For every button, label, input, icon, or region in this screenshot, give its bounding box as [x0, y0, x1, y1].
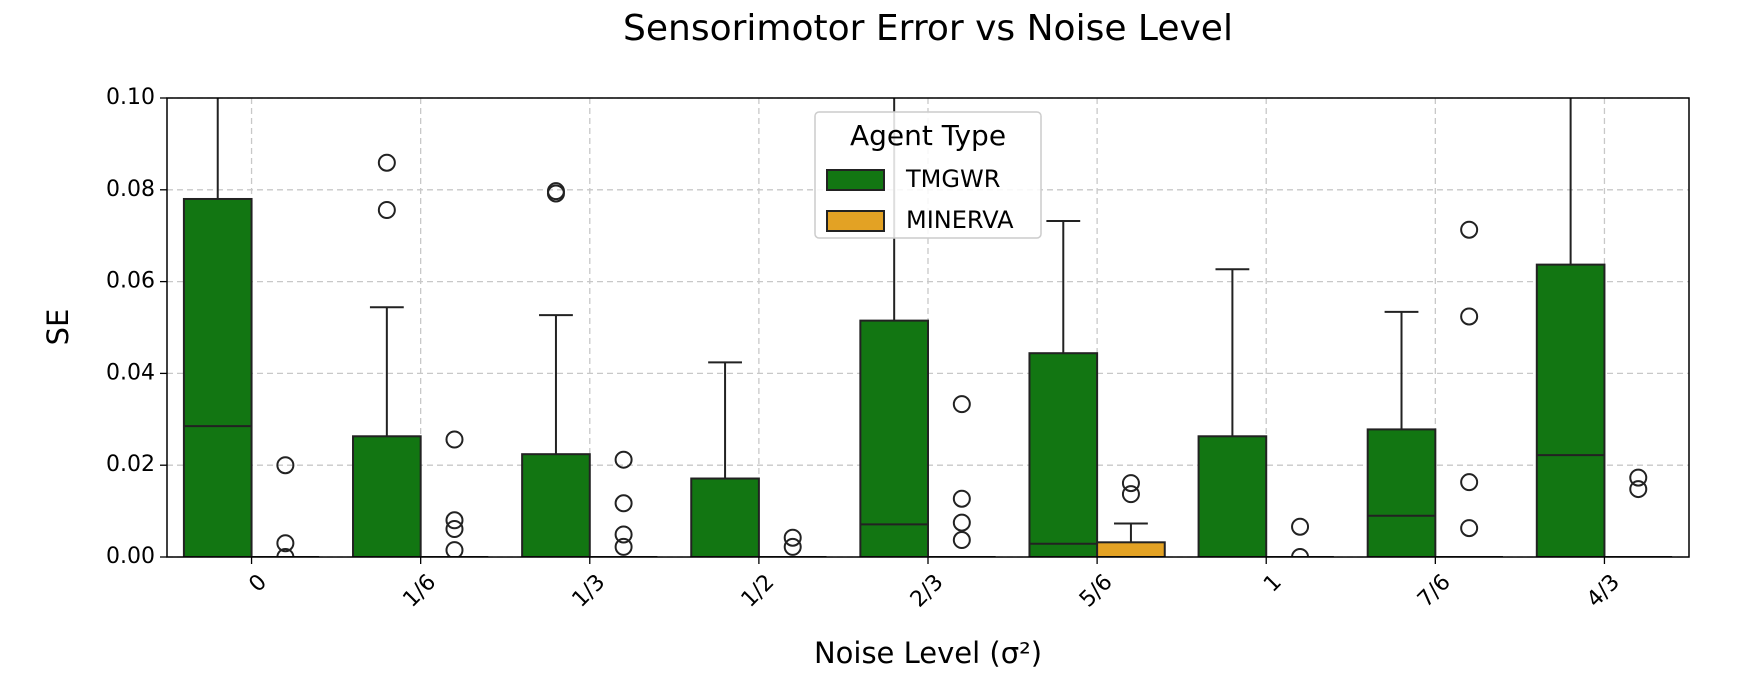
outlier	[614, 450, 633, 469]
x-axis-label: Noise Level (σ²)	[814, 636, 1042, 670]
outlier	[1291, 548, 1310, 557]
plot-area	[182, 98, 1673, 557]
outlier	[783, 537, 802, 556]
box	[1366, 428, 1437, 557]
x-tick-label: 1/3	[568, 570, 611, 613]
outlier	[1460, 307, 1479, 326]
x-tick-label: 7/6	[1413, 570, 1456, 613]
y-tick-label: 0.02	[106, 452, 155, 477]
outlier	[614, 537, 633, 556]
legend-label: TMGWR	[905, 165, 1000, 193]
y-axis-label: SE	[41, 309, 75, 346]
y-tick-label: 0.04	[106, 360, 155, 385]
chart-title: Sensorimotor Error vs Noise Level	[623, 8, 1233, 49]
legend-label: MINERVA	[906, 206, 1014, 234]
x-tick-label: 0	[244, 570, 272, 598]
y-tick-label: 0.00	[106, 544, 155, 569]
outlier	[614, 525, 633, 544]
x-tick-label: 1	[1259, 570, 1287, 598]
box	[182, 197, 253, 557]
outlier	[1460, 519, 1479, 538]
outlier	[377, 200, 396, 219]
outlier	[445, 520, 464, 539]
box	[521, 453, 591, 557]
outlier	[1121, 474, 1140, 493]
outlier	[276, 548, 295, 557]
outlier	[952, 531, 971, 550]
outlier	[952, 395, 971, 414]
outlier	[1629, 468, 1648, 487]
box	[1535, 263, 1606, 557]
y-tick-label: 0.10	[106, 85, 155, 110]
y-tick-label: 0.08	[106, 177, 155, 202]
x-tick-label: 2/3	[906, 570, 949, 613]
y-tick-label: 0.06	[106, 269, 155, 294]
outlier	[1291, 517, 1310, 536]
outlier	[1629, 480, 1648, 499]
legend-swatch	[826, 210, 885, 232]
box	[1197, 435, 1268, 557]
outlier	[377, 153, 396, 172]
legend-title: Agent Type	[850, 119, 1006, 152]
outlier	[546, 184, 565, 203]
outlier	[1460, 220, 1479, 239]
outlier	[1460, 473, 1479, 492]
outlier	[614, 494, 633, 513]
outlier	[276, 534, 295, 553]
box	[1096, 541, 1166, 557]
outlier	[952, 513, 971, 532]
box	[690, 477, 760, 557]
outlier	[276, 456, 295, 475]
x-tick-label: 1/6	[398, 570, 441, 613]
legend-box	[814, 111, 1042, 239]
outlier	[445, 541, 464, 557]
outlier	[445, 430, 464, 449]
box	[859, 319, 929, 557]
box	[352, 435, 422, 557]
axes: 0.00 0.02 0.04 0.06 0.08 0.10 0 1/6 1/3 1/2 2/3 5/6…	[106, 85, 1625, 613]
x-tick-label: 5/6	[1075, 570, 1118, 613]
box	[1028, 352, 1099, 557]
outlier	[445, 511, 464, 530]
legend-swatch	[826, 169, 885, 191]
outlier	[783, 528, 802, 547]
legend: Agent Type TMGWR MINERVA	[814, 111, 1042, 239]
outlier	[952, 489, 971, 508]
outlier	[1121, 485, 1140, 504]
x-tick-label: 1/2	[737, 570, 780, 613]
x-tick-label: 4/3	[1582, 570, 1625, 613]
